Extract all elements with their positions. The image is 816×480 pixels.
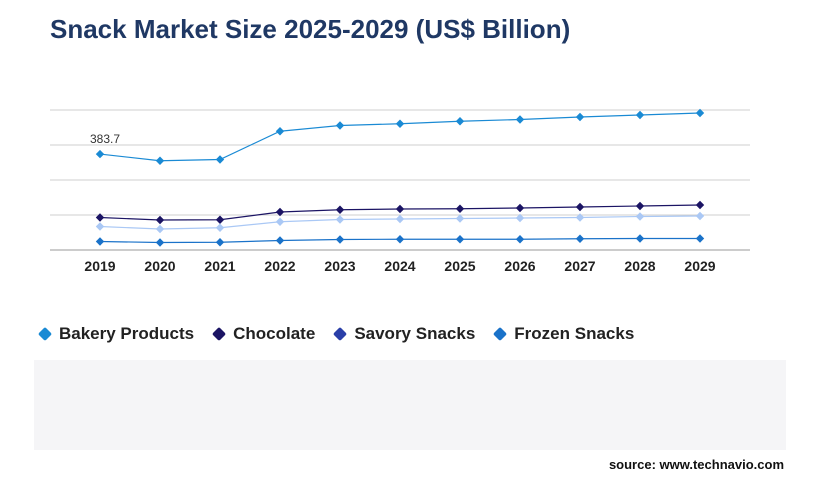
data-point <box>155 238 165 247</box>
data-point <box>155 215 165 225</box>
data-point <box>575 202 585 212</box>
data-point <box>695 234 705 243</box>
data-point <box>275 217 285 226</box>
data-point <box>335 215 345 224</box>
data-point <box>95 149 105 159</box>
x-tick-label: 2020 <box>144 258 175 274</box>
data-point <box>215 238 225 247</box>
data-point <box>575 234 585 243</box>
series-lines <box>95 108 705 247</box>
series-savory-snacks <box>95 211 705 234</box>
legend-item-chocolate: Chocolate <box>212 324 316 344</box>
data-point <box>575 213 585 222</box>
x-tick-label: 2024 <box>384 258 415 274</box>
series-chocolate <box>95 200 705 225</box>
legend-marker-icon <box>493 326 508 342</box>
data-point <box>515 203 525 213</box>
data-point <box>455 117 465 126</box>
data-point <box>95 237 105 246</box>
legend-item-bakery-products: Bakery Products <box>37 324 195 344</box>
data-point <box>275 207 285 217</box>
line-chart: 2019 2020 2021 2022 2023 2024 2025 2026 2027 2028… <box>50 108 750 274</box>
data-point <box>635 201 645 211</box>
data-point <box>215 155 225 164</box>
data-point <box>95 222 105 231</box>
data-point <box>155 224 165 234</box>
data-point <box>695 200 705 210</box>
legend-label: Chocolate <box>233 324 316 343</box>
x-tick-label: 2028 <box>624 258 655 274</box>
legend: Bakery Products Chocolate Savory Snacks Fro… <box>37 324 635 344</box>
x-tick-label: 2019 <box>84 258 115 274</box>
legend-label: Savory Snacks <box>354 324 476 343</box>
data-point <box>515 235 525 244</box>
x-tick-label: 2026 <box>504 258 535 274</box>
series-frozen-snacks <box>95 234 705 247</box>
legend-label: Frozen Snacks <box>514 324 635 343</box>
legend-label: Bakery Products <box>59 324 195 343</box>
data-point <box>275 236 285 245</box>
data-point <box>695 211 705 221</box>
legend-marker-icon <box>212 326 227 342</box>
legend-item-frozen-snacks: Frozen Snacks <box>493 324 635 344</box>
data-point <box>95 213 105 222</box>
x-tick-label: 2021 <box>204 258 235 274</box>
x-tick-label: 2022 <box>264 258 295 274</box>
axis-labels: 2019 2020 2021 2022 2023 2024 2025 2026 2027 2028… <box>84 132 715 274</box>
data-point <box>455 235 465 244</box>
x-tick-label: 2025 <box>444 258 475 274</box>
chart-title: Snack Market Size 2025-2029 (US$ Billion… <box>50 14 571 44</box>
legend-marker-icon <box>37 326 53 342</box>
data-point <box>275 127 285 136</box>
data-point <box>335 235 345 244</box>
data-point <box>635 234 645 243</box>
data-point <box>395 235 405 244</box>
data-point <box>395 204 405 214</box>
series-bakery-products <box>95 108 705 165</box>
x-tick-label: 2023 <box>324 258 355 274</box>
data-point <box>155 156 165 165</box>
data-point <box>395 119 405 128</box>
data-point <box>215 223 225 232</box>
data-point <box>335 121 345 130</box>
legend-marker-icon <box>333 326 348 342</box>
data-point <box>515 213 525 223</box>
data-point <box>575 112 585 122</box>
data-point <box>515 115 525 124</box>
x-tick-label: 2027 <box>564 258 595 274</box>
data-point <box>395 214 405 224</box>
data-point <box>695 108 705 118</box>
legend-item-savory-snacks: Savory Snacks <box>333 324 476 344</box>
data-point <box>635 212 645 221</box>
data-point <box>635 110 645 120</box>
footer-panel <box>34 360 786 450</box>
data-label: 383.7 <box>90 132 120 146</box>
data-point <box>215 215 225 224</box>
x-tick-label: 2029 <box>684 258 715 274</box>
data-point <box>455 204 465 213</box>
source-label: source: www.technavio.com <box>608 457 784 472</box>
data-point <box>335 205 345 214</box>
data-point <box>455 214 465 223</box>
